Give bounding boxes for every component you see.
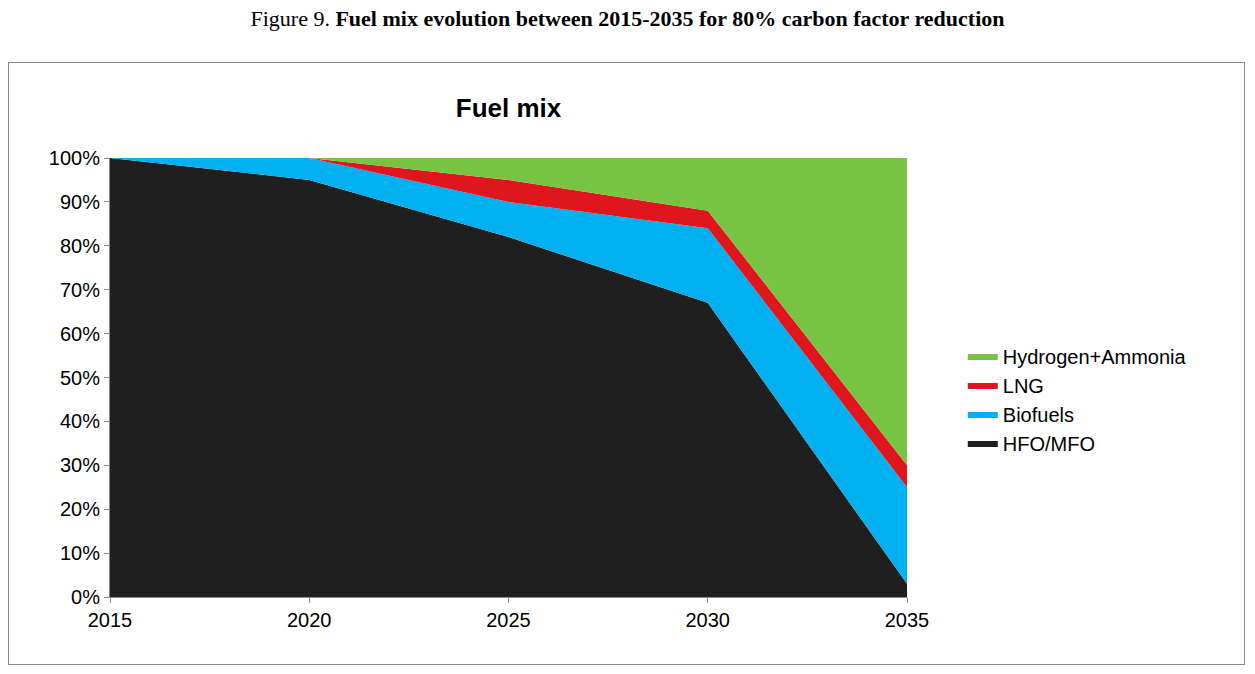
svg-text:Fuel mix: Fuel mix [456, 93, 562, 123]
svg-text:100%: 100% [49, 147, 100, 169]
svg-text:0%: 0% [71, 586, 100, 608]
svg-text:90%: 90% [60, 191, 100, 213]
svg-text:40%: 40% [60, 410, 100, 432]
svg-text:2025: 2025 [486, 609, 531, 631]
svg-text:50%: 50% [60, 367, 100, 389]
svg-text:Biofuels: Biofuels [1003, 404, 1074, 426]
svg-text:2035: 2035 [885, 609, 930, 631]
svg-text:2020: 2020 [287, 609, 332, 631]
svg-text:2015: 2015 [88, 609, 133, 631]
svg-text:2030: 2030 [686, 609, 731, 631]
svg-text:LNG: LNG [1003, 375, 1044, 397]
svg-text:HFO/MFO: HFO/MFO [1003, 433, 1095, 455]
svg-text:80%: 80% [60, 235, 100, 257]
svg-text:30%: 30% [60, 454, 100, 476]
svg-text:Hydrogen+Ammonia: Hydrogen+Ammonia [1003, 346, 1187, 368]
html-text:Figure 9. Fuel mix evolution b: Figure 9. Fuel mix evolution between 201… [250, 6, 1005, 31]
svg-text:60%: 60% [60, 323, 100, 345]
svg-text:10%: 10% [60, 542, 100, 564]
svg-text:70%: 70% [60, 279, 100, 301]
svg-text:20%: 20% [60, 498, 100, 520]
